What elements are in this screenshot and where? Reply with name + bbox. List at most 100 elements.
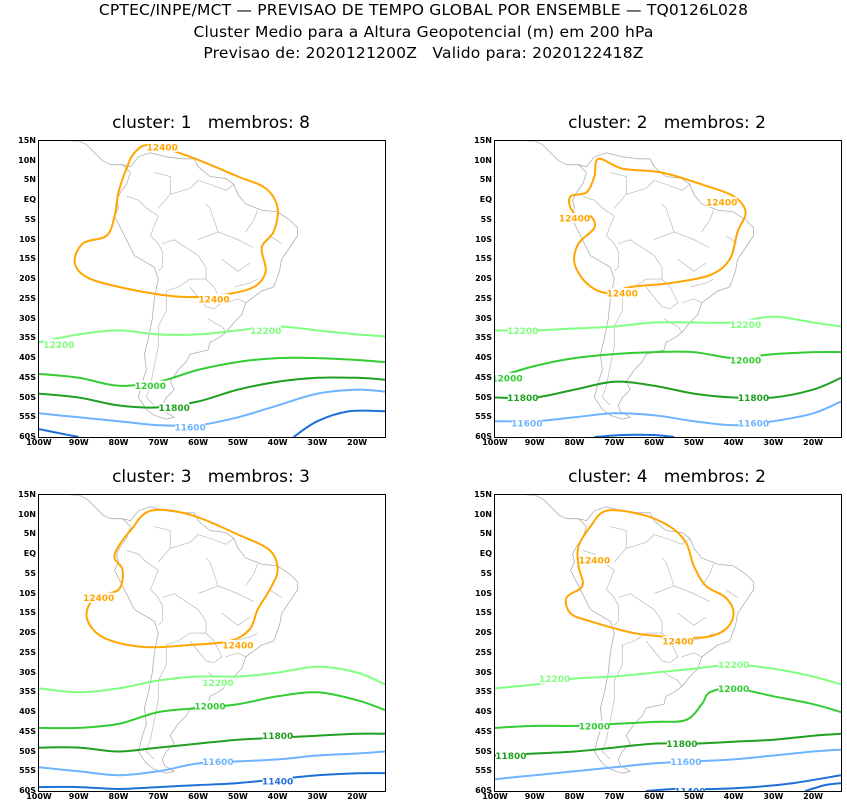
country-border [207, 318, 227, 333]
lat-tick-label: 35S [19, 333, 36, 343]
contour-label-bg [662, 636, 693, 647]
contour-label: 12000 [495, 374, 523, 384]
contour-line [39, 428, 80, 437]
lat-tick-label: 50S [19, 392, 36, 402]
panel-title: cluster: 2 membros: 2 [568, 113, 766, 133]
country-border [645, 640, 663, 661]
country-border [653, 585, 710, 602]
contour-label-bg [559, 212, 590, 223]
contour-label-bg [495, 750, 526, 761]
country-border [663, 672, 683, 687]
country-border [645, 286, 663, 307]
contour-label-bg [706, 197, 737, 208]
lon-tick-label: 80W [108, 792, 129, 801]
coastline-central-america [70, 141, 123, 166]
country-border [269, 589, 282, 598]
lon-tick-label: 100W [26, 792, 52, 801]
lat-tick-label: 15N [474, 136, 492, 145]
country-border [245, 209, 258, 232]
country-border [626, 534, 691, 549]
coastline [570, 152, 754, 420]
panel-title: cluster: 3 membros: 3 [112, 467, 310, 487]
country-border [606, 215, 619, 272]
contour-line [39, 732, 385, 753]
contour-label: 12200 [730, 321, 761, 331]
lat-tick-label: 10N [474, 509, 492, 519]
country-border [154, 172, 171, 209]
contour-label-bg [147, 141, 178, 152]
lat-tick-label: 20S [19, 628, 36, 638]
lat-tick-label: 10N [474, 155, 492, 165]
lon-tick-label: 30W [307, 438, 328, 447]
lat-tick-label: EQ [23, 549, 36, 559]
contour-line [39, 356, 385, 387]
contour-label: 12000 [579, 722, 610, 732]
country-border [725, 589, 738, 598]
country-border [126, 550, 159, 571]
lat-tick-label: 35S [19, 687, 36, 697]
header-line-2: Cluster Medio para a Altura Geopotencial… [193, 23, 654, 41]
lat-tick-label: 55S [475, 412, 492, 422]
lat-tick-label: 30S [19, 313, 36, 323]
contour-line [73, 143, 279, 299]
lat-tick-label: 10S [475, 588, 492, 598]
contour-label: 11800 [507, 394, 538, 404]
country-border [610, 172, 627, 209]
contour-label: 11600 [174, 424, 205, 434]
lat-tick-label: 45S [475, 372, 492, 382]
contour-line [495, 687, 841, 729]
contour-label: 12200 [43, 341, 74, 351]
contour-label: 12000 [730, 357, 761, 367]
lat-tick-label: 55S [475, 766, 492, 776]
contour-line [646, 774, 841, 791]
contour-line [594, 433, 675, 437]
country-border [221, 259, 250, 272]
contour-label-bg [738, 392, 769, 403]
lat-tick-label: 15S [475, 254, 492, 264]
contour-line [564, 509, 735, 639]
contour-label-bg [198, 293, 229, 304]
country-border [689, 278, 714, 288]
lon-tick-label: 100W [482, 792, 508, 801]
country-border [205, 557, 219, 586]
country-border [677, 259, 706, 272]
lon-tick-label: 90W [68, 792, 89, 801]
contour-label-bg [718, 659, 749, 670]
lat-tick-label: 10N [18, 509, 36, 519]
lat-tick-label: 60S [475, 432, 492, 441]
lat-tick-label: 15N [18, 136, 36, 145]
lon-tick-label: 20W [347, 792, 368, 801]
country-border [245, 563, 258, 586]
lat-tick-label: 20S [19, 274, 36, 284]
lat-tick-label: 50S [19, 746, 36, 756]
lat-tick-label: 35S [475, 687, 492, 697]
contour-line [568, 157, 747, 294]
contour-label: 12200 [539, 675, 570, 685]
contour-label-bg [83, 592, 114, 603]
contour-label: 11400 [674, 788, 705, 792]
lon-tick-label: 30W [763, 792, 784, 801]
contour-label-bg [674, 786, 705, 791]
contour-line [292, 409, 385, 437]
lon-tick-label: 20W [803, 438, 824, 447]
contour-label: 12000 [194, 703, 225, 713]
contour-line [39, 325, 385, 344]
panel-title: cluster: 1 membros: 8 [112, 113, 310, 133]
country-border [150, 215, 163, 272]
lon-tick-label: 60W [644, 792, 665, 801]
contour-label: 12200 [250, 327, 281, 337]
contour-label: 12400 [662, 638, 693, 648]
lat-tick-label: 25S [475, 647, 492, 657]
coastline-central-america [526, 141, 579, 166]
lon-tick-label: 80W [564, 438, 585, 447]
contour-label-bg [666, 738, 697, 749]
country-border [606, 569, 619, 626]
lon-tick-label: 60W [644, 438, 665, 447]
map-canvas: 12400 12400 12200 12200 12000 11800 11600 [39, 141, 385, 437]
contour-label: 12400 [83, 594, 114, 604]
lat-tick-label: 35S [475, 333, 492, 343]
contour-label: 11800 [159, 404, 190, 414]
country-border [126, 196, 159, 217]
lon-tick-label: 90W [524, 438, 545, 447]
contour-label-bg [262, 730, 293, 741]
